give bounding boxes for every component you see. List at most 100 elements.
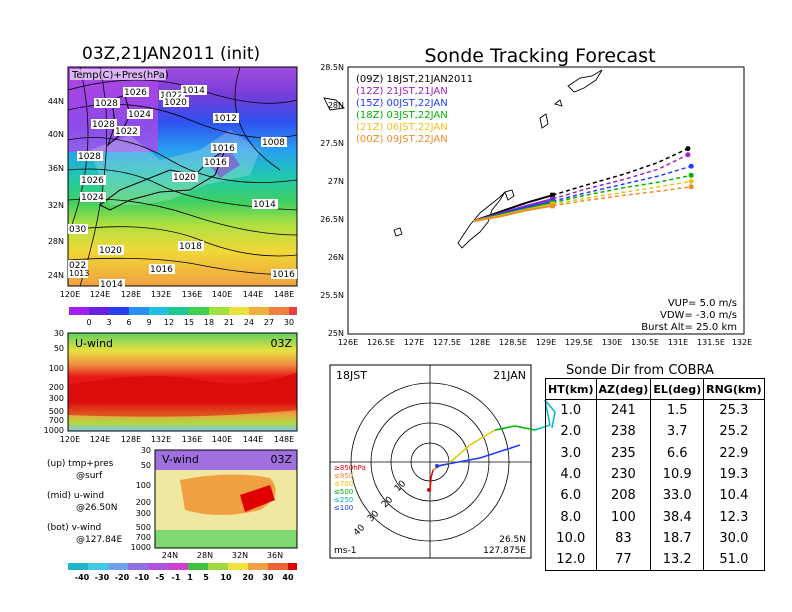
- track-x-tick: 130.5E: [631, 338, 659, 347]
- track-lines: [473, 146, 694, 223]
- u-y-tick: 30: [54, 329, 64, 338]
- isobar-label: 1008: [262, 138, 285, 148]
- cell: 12.3: [703, 506, 765, 528]
- cell: 235: [595, 442, 652, 464]
- colorbar-tick: 18: [204, 318, 214, 327]
- legend-item: (00Z) 09JST,22JAN: [356, 134, 448, 145]
- hodo-lat: 26.5N: [499, 535, 526, 545]
- cell: 241: [595, 399, 652, 422]
- table-header-row: HT(km) AZ(deg) EL(deg) RNG(km): [545, 378, 765, 400]
- map-lon-label: 132E: [151, 290, 171, 299]
- isobar-label: 1024: [81, 193, 104, 203]
- track-x-tick: 127E: [404, 338, 424, 347]
- hodograph-panel: 10 20 30 40 18JST 21JAN 26.5N 127.875E m…: [329, 364, 556, 559]
- legend-item: (21Z) 06JST,22JAN: [356, 122, 448, 133]
- colorbar-tick: 3: [106, 318, 111, 327]
- colorbar-tick: 0: [86, 318, 91, 327]
- cell: 10.4: [703, 485, 765, 507]
- isobar-label: 1013: [69, 269, 89, 278]
- map-inner-label: Temp(C)+Pres(hPa): [71, 70, 169, 81]
- isobar-label: 1026: [124, 88, 147, 98]
- legend-item: (18Z) 03JST,22JAN: [356, 110, 448, 121]
- table-row: 4.0 230 10.9 19.3: [545, 463, 765, 486]
- track-line-dashed: [552, 186, 692, 207]
- map-lat-label: 40N: [48, 130, 64, 139]
- isobar-label: 1014: [100, 280, 123, 290]
- colorbar-tick: 15: [184, 318, 194, 327]
- track-line-dashed: [552, 180, 692, 206]
- colorbar-tick: -1: [172, 573, 181, 582]
- isobar-label: 1028: [78, 152, 101, 162]
- table-title: Sonde Dir from COBRA: [566, 363, 714, 378]
- v-y-tick: 300: [136, 509, 151, 518]
- track-x-tick: 129E: [536, 338, 556, 347]
- cell: 238: [595, 421, 652, 443]
- vdw-text: VDW= -3.0 m/s: [660, 310, 737, 321]
- col-header: HT(km): [545, 378, 597, 400]
- colorbar-tick: -5: [156, 573, 165, 582]
- colorbar-tick: -40: [75, 573, 90, 582]
- track-y-tick: 27N: [328, 177, 344, 186]
- isobar-label: 1022: [115, 127, 138, 137]
- cell: 2.0: [545, 421, 597, 443]
- track-line-solid: [473, 204, 553, 223]
- v-y-tick: 30: [141, 446, 151, 455]
- map-lon-label: 120E: [60, 290, 80, 299]
- cell: 208: [595, 485, 652, 507]
- hodo-legend-item: ≥850hPa: [334, 464, 366, 472]
- map-lon-label: 124E: [90, 290, 110, 299]
- temperature-colorbar: 0 3 6 9 12 15 18 21 24 27 30: [69, 307, 297, 327]
- isobar-label: 1012: [214, 114, 237, 124]
- track-y-tick: 27.5N: [320, 139, 344, 148]
- map-lat-label: 36N: [48, 164, 64, 173]
- cell: 100: [595, 506, 652, 528]
- u-y-tick: 1000: [44, 426, 64, 435]
- cell: 25.2: [703, 421, 765, 443]
- isobar-label: 1016: [212, 144, 235, 154]
- cell: 38.4: [650, 506, 705, 528]
- v-y-tick: 700: [136, 533, 151, 542]
- cell: 10.9: [650, 463, 705, 486]
- map-lat-label: 24N: [48, 271, 64, 280]
- track-endpoint: [688, 184, 694, 190]
- cell: 83: [595, 527, 652, 550]
- colorbar-tick: 9: [146, 318, 151, 327]
- cell: 8.0: [545, 506, 597, 528]
- u-y-tick: 700: [49, 416, 64, 425]
- note-line: @surf: [76, 471, 103, 481]
- note-line: (up) tmp+pres: [47, 459, 114, 469]
- colorbar-tick: -20: [115, 573, 130, 582]
- track-y-tick: 28.5N: [320, 63, 344, 72]
- track-x-tick: 128.5E: [499, 338, 527, 347]
- v-x-tick: 36N: [267, 551, 283, 560]
- track-y-tick: 25.5N: [320, 291, 344, 300]
- cell: 4.0: [545, 463, 597, 486]
- colorbar-tick: 40: [282, 573, 294, 582]
- track-endpoint: [685, 146, 691, 152]
- col-header: RNG(km): [703, 378, 765, 400]
- hodo-legend-item: ≤100: [334, 504, 353, 512]
- hodo-legend-item: ≤850: [334, 472, 353, 480]
- hodo-legend-item: ≤700: [334, 480, 353, 488]
- note-line: @26.50N: [76, 503, 118, 513]
- hodo-legend-item: ≤500: [334, 488, 353, 496]
- cell: 10.0: [545, 527, 597, 550]
- map-lat-label: 44N: [48, 97, 64, 106]
- tracking-legend: (09Z) 18JST,21JAN2011 (12Z) 21JST,21JAN …: [356, 74, 473, 145]
- tracking-title: Sonde Tracking Forecast: [424, 45, 655, 67]
- track-endpoint: [688, 163, 694, 169]
- isobar-label: 1028: [95, 99, 118, 109]
- isobar-label: 030: [69, 225, 86, 235]
- hodo-legend: ≥850hPa ≤850 ≤700 ≤500 ≤250 ≤100: [334, 464, 366, 512]
- isobar-label: 1024: [128, 110, 151, 120]
- tracking-plot: (09Z) 18JST,21JAN2011 (12Z) 21JST,21JAN …: [320, 63, 752, 347]
- hodo-unit: ms-1: [334, 546, 356, 556]
- u-y-tick: 500: [49, 407, 64, 416]
- track-x-tick: 131.5E: [697, 338, 725, 347]
- isobar-label: 1014: [253, 200, 276, 210]
- v-y-tick: 100: [136, 481, 151, 490]
- isobar-label: 1020: [173, 173, 196, 183]
- colorbar-tick: 10: [220, 573, 232, 582]
- cell: 12.0: [545, 549, 597, 572]
- colorbar-tick: 12: [164, 318, 174, 327]
